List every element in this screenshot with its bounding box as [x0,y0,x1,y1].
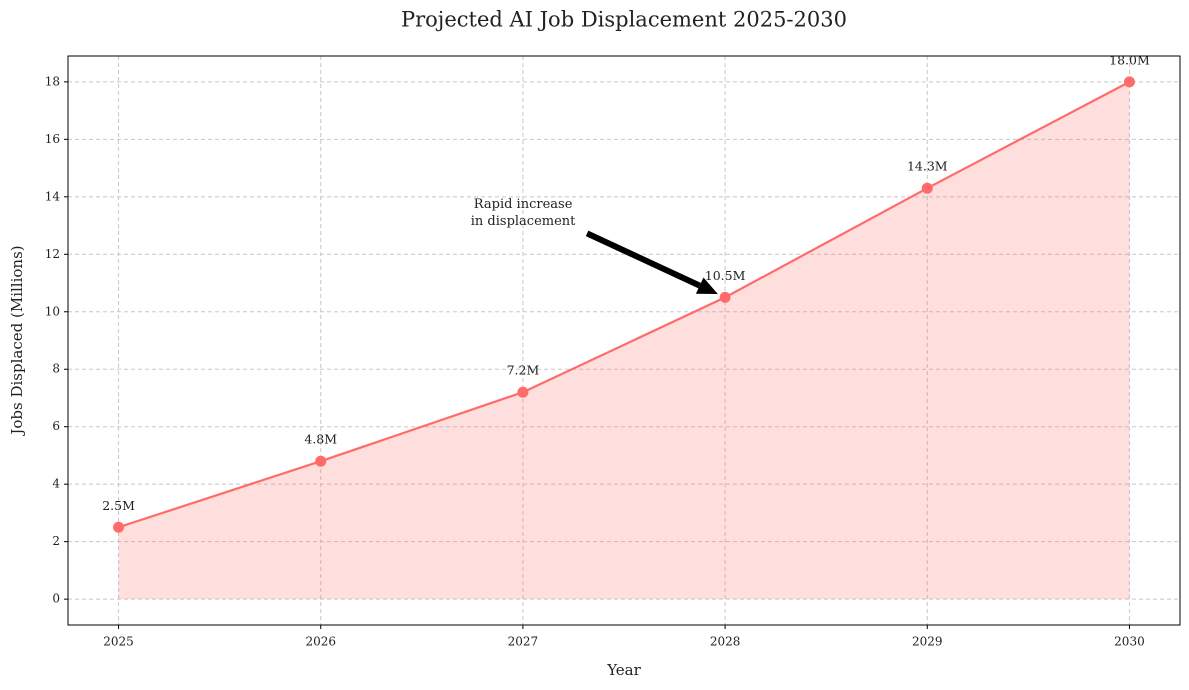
point [517,386,529,398]
annotation-text: Rapid increase [474,197,573,212]
point [113,521,125,533]
x-tick-label: 2026 [305,635,336,649]
value-label: 18.0M [1109,52,1150,67]
y-tick-label: 10 [45,304,60,318]
value-label: 10.5M [705,268,746,283]
y-tick-label: 14 [45,189,61,203]
value-label: 7.2M [507,363,540,378]
annotation-arrow [585,230,701,289]
area [118,81,1130,600]
point [921,182,933,194]
x-tick-label: 2028 [710,635,741,649]
y-tick-label: 2 [52,534,60,548]
y-tick-label: 8 [52,362,60,376]
line [118,80,1130,529]
y-tick-label: 4 [52,477,60,491]
x-tick-label: 2030 [1114,635,1145,649]
y-tick-label: 12 [45,247,60,261]
chart-title: Projected AI Job Displacement 2025-2030 [401,8,847,32]
y-tick-label: 18 [45,74,60,88]
x-tick-label: 2029 [912,635,943,649]
point [315,455,327,467]
x-tick-label: 2027 [508,635,539,649]
point [1123,76,1135,88]
y-tick-label: 16 [45,132,60,146]
y-tick-label: 0 [52,592,60,606]
point [719,291,731,303]
x-axis-label: Year [606,661,641,679]
value-label: 14.3M [907,159,948,174]
value-label: 2.5M [102,498,135,513]
plot-frame [67,55,1181,626]
y-tick-label: 6 [52,419,60,433]
value-label: 4.8M [304,432,337,447]
annotation-arrowhead [695,277,718,295]
y-axis-label: Jobs Displaced (Millions) [8,245,26,436]
annotation-text: in displacement [471,214,576,229]
x-tick-label: 2025 [103,635,134,649]
